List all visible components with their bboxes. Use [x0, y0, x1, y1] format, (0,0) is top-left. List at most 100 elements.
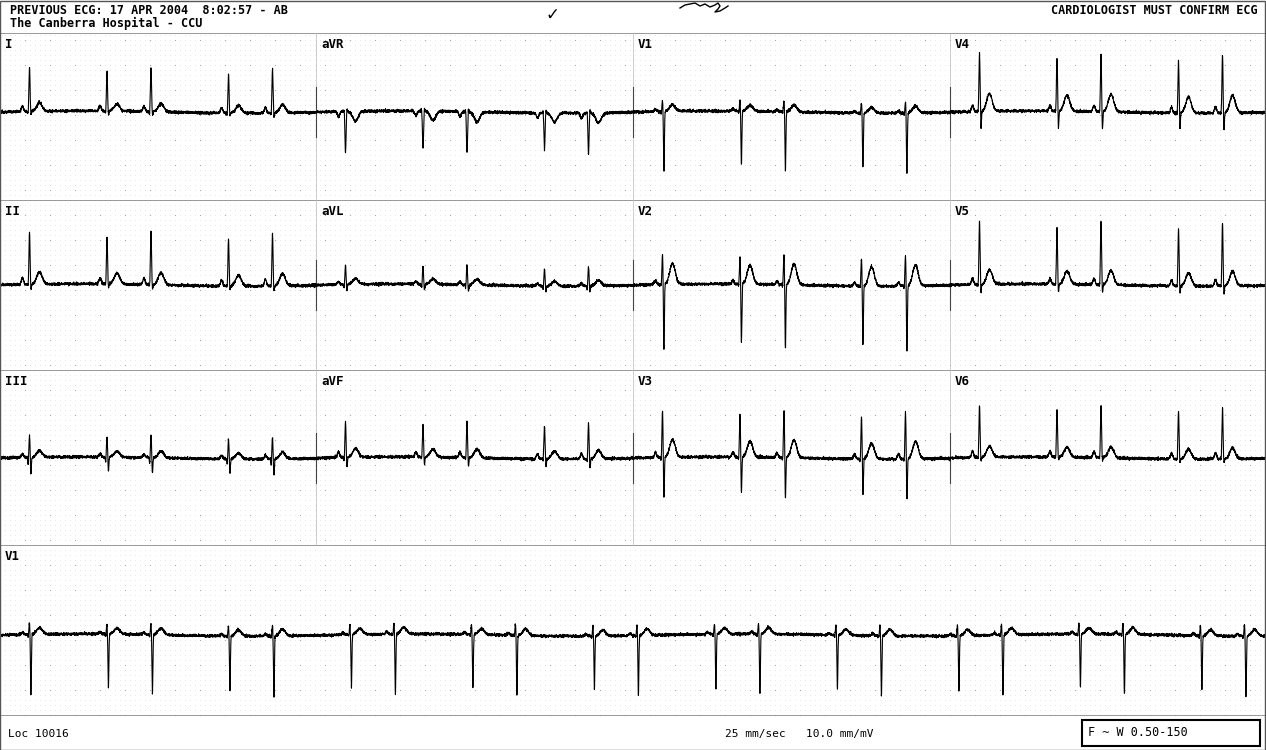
Point [549, 464, 570, 476]
Point [35, 469, 56, 481]
Point [515, 339, 536, 351]
Point [139, 484, 160, 496]
Point [1165, 69, 1185, 81]
Point [749, 414, 770, 426]
Point [770, 619, 790, 631]
Point [1225, 354, 1246, 366]
Point [800, 214, 820, 226]
Point [800, 544, 820, 556]
Point [1090, 634, 1110, 646]
Point [810, 464, 830, 476]
Point [1250, 704, 1266, 716]
Point [780, 154, 800, 166]
Point [590, 599, 610, 611]
Point [1155, 289, 1175, 301]
Point [534, 424, 555, 436]
Point [230, 124, 251, 136]
Point [480, 574, 500, 586]
Point [710, 164, 730, 176]
Point [230, 409, 251, 421]
Point [844, 124, 865, 136]
Point [739, 689, 760, 701]
Point [415, 409, 436, 421]
Point [1144, 89, 1165, 101]
Point [1005, 584, 1025, 596]
Point [139, 414, 160, 426]
Point [0, 374, 10, 386]
Point [495, 609, 515, 621]
Point [655, 549, 675, 561]
Point [670, 104, 690, 116]
Point [300, 184, 320, 196]
Point [160, 114, 180, 126]
Point [870, 409, 890, 421]
Point [960, 419, 980, 431]
Point [195, 84, 215, 96]
Point [810, 664, 830, 676]
Point [560, 419, 580, 431]
Point [934, 299, 955, 311]
Point [590, 694, 610, 706]
Point [520, 689, 541, 701]
Point [505, 54, 525, 66]
Point [135, 204, 156, 216]
Point [425, 389, 446, 401]
Point [815, 409, 836, 421]
Point [565, 84, 585, 96]
Point [344, 289, 365, 301]
Point [1144, 194, 1165, 206]
Point [165, 114, 185, 126]
Point [400, 34, 420, 46]
Point [939, 384, 960, 396]
Point [54, 204, 75, 216]
Point [600, 269, 620, 281]
Point [1095, 484, 1115, 496]
Point [0, 524, 15, 536]
Point [165, 159, 185, 171]
Point [454, 74, 475, 86]
Point [1100, 84, 1120, 96]
Point [290, 579, 310, 591]
Point [1085, 449, 1105, 461]
Point [1250, 689, 1266, 701]
Point [539, 264, 560, 276]
Point [544, 269, 565, 281]
Point [590, 509, 610, 521]
Point [920, 679, 941, 691]
Point [195, 524, 215, 536]
Point [165, 434, 185, 446]
Point [1034, 329, 1055, 341]
Point [1005, 139, 1025, 151]
Point [1010, 44, 1031, 56]
Point [470, 74, 490, 86]
Point [230, 344, 251, 356]
Point [270, 164, 290, 176]
Point [115, 264, 135, 276]
Point [436, 584, 456, 596]
Point [449, 229, 470, 241]
Point [1210, 369, 1231, 381]
Point [549, 529, 570, 541]
Point [855, 674, 875, 686]
Point [1190, 339, 1210, 351]
Point [534, 134, 555, 146]
Point [320, 614, 341, 626]
Point [370, 359, 390, 371]
Point [310, 294, 330, 306]
Point [505, 524, 525, 536]
Point [855, 404, 875, 416]
Point [990, 659, 1010, 671]
Point [995, 239, 1015, 251]
Point [780, 364, 800, 376]
Point [1190, 324, 1210, 336]
Point [180, 204, 200, 216]
Point [335, 99, 356, 111]
Point [70, 559, 90, 571]
Point [1020, 409, 1041, 421]
Point [1234, 474, 1255, 486]
Point [1255, 399, 1266, 411]
Point [249, 609, 270, 621]
Point [839, 494, 860, 506]
Point [530, 189, 551, 201]
Point [670, 644, 690, 656]
